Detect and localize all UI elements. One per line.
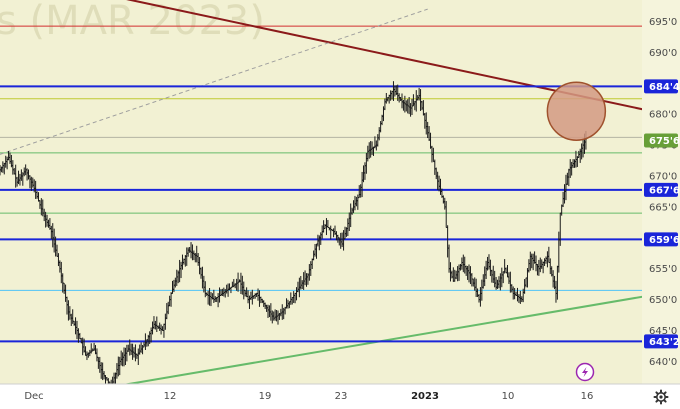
- trendline-projection[interactable]: [0, 8, 428, 155]
- y-tick-label: 650'0: [649, 295, 677, 306]
- price-badge-label: 675'6: [649, 136, 680, 147]
- y-tick-label: 670'0: [649, 172, 677, 183]
- gear-icon[interactable]: [653, 389, 669, 405]
- y-tick-label: 640'0: [649, 357, 677, 368]
- y-tick-label: 680'0: [649, 110, 677, 121]
- x-tick-label: 19: [259, 391, 272, 402]
- x-tick-label: 10: [502, 391, 515, 402]
- price-badge-label: 667'6: [649, 185, 680, 196]
- price-badge[interactable]: 659'6: [644, 232, 680, 247]
- y-tick-label: 645'0: [649, 326, 677, 337]
- y-tick-label: 655'0: [649, 264, 677, 275]
- lightning-icon[interactable]: [575, 362, 595, 382]
- x-tick-label: Dec: [24, 391, 43, 402]
- y-tick-label: 695'0: [649, 17, 677, 28]
- price-badge[interactable]: 675'6: [644, 133, 680, 148]
- price-badge-label: 684'4: [649, 82, 680, 93]
- price-badge-label: 659'6: [649, 235, 680, 246]
- time-axis-ticks: Dec 12 19 23 2023 10 16: [24, 391, 593, 402]
- y-tick-label: 690'0: [649, 48, 677, 59]
- price-badge[interactable]: 684'4: [644, 79, 680, 94]
- time-axis[interactable]: [0, 384, 680, 409]
- x-tick-label: 12: [164, 391, 177, 402]
- x-tick-label: 23: [335, 391, 348, 402]
- x-tick-label: 2023: [411, 391, 439, 402]
- y-tick-label: 665'0: [649, 202, 677, 213]
- price-badge[interactable]: 643'2: [644, 334, 680, 349]
- highlight-circle-shape[interactable]: [546, 81, 607, 141]
- chart-title-watermark: s (MAR 2023): [0, 0, 265, 44]
- price-badge-label: 643'2: [649, 337, 680, 348]
- highlight-circle: [546, 81, 607, 141]
- x-tick-label: 16: [581, 391, 594, 402]
- price-badge[interactable]: 667'6: [644, 182, 680, 197]
